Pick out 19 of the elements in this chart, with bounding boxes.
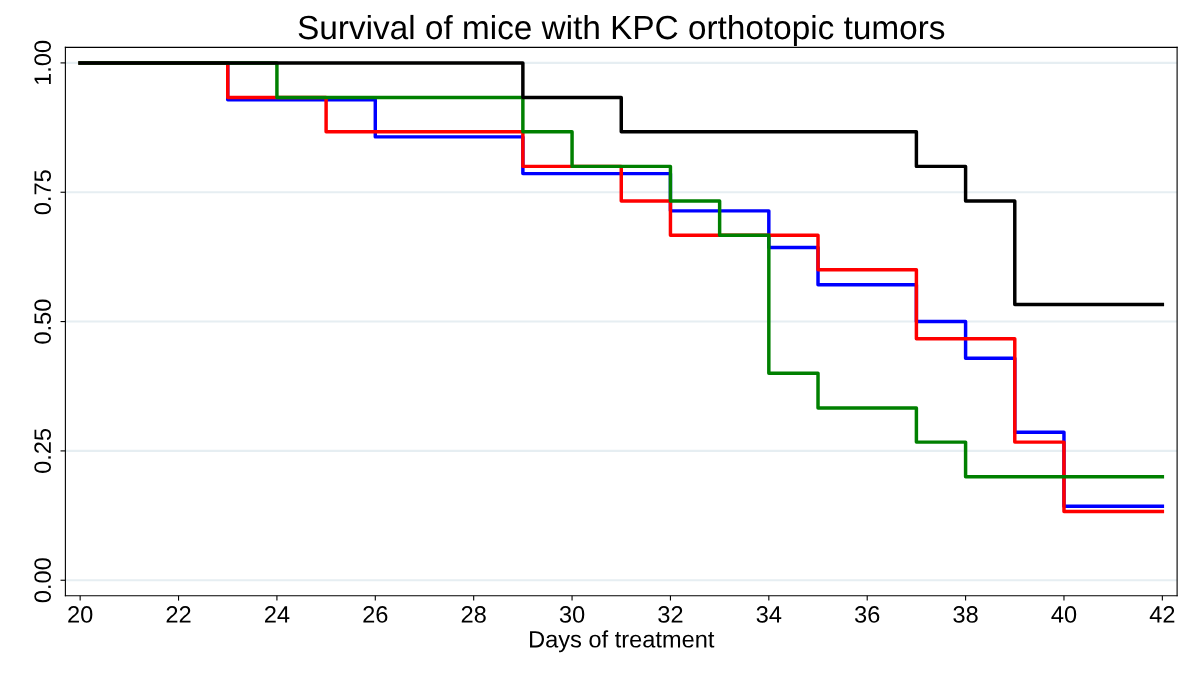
x-tick-label: 22 xyxy=(166,606,191,623)
x-tick-label: 40 xyxy=(1051,606,1077,623)
x-axis-title: Days of treatment xyxy=(530,630,715,653)
x-tick-label: 34 xyxy=(756,606,782,623)
x-tick-label: 38 xyxy=(953,606,978,623)
y-tick-label: 1.00 xyxy=(34,40,52,85)
y-tick-label: 0.00 xyxy=(34,558,52,603)
x-tick-label: 42 xyxy=(1149,606,1175,623)
x-tick-label: 24 xyxy=(264,606,290,623)
y-tick-label: 0.75 xyxy=(34,170,52,215)
x-tick-label: 32 xyxy=(658,606,683,623)
x-tick-label: 26 xyxy=(363,606,388,623)
y-tick-label: 0.25 xyxy=(34,428,52,473)
y-tick-label: 0.50 xyxy=(34,299,52,344)
x-tick-label: 36 xyxy=(854,606,880,623)
x-tick-label: 28 xyxy=(461,606,486,623)
x-tick-label: 30 xyxy=(559,606,585,623)
chart-title: Survival of mice with KPC orthotopic tumors xyxy=(298,14,945,46)
x-tick-label: 20 xyxy=(68,606,93,623)
